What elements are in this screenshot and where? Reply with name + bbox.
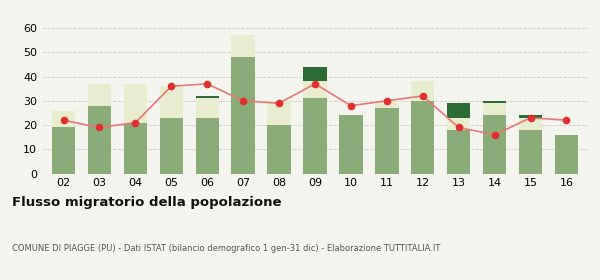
Bar (375, 101, 398, 108)
Bar (483, 101, 506, 103)
Bar (268, 125, 291, 174)
Bar (519, 118, 542, 130)
Bar (196, 118, 219, 174)
Bar (232, 35, 255, 57)
Bar (519, 130, 542, 174)
Bar (160, 86, 183, 118)
Bar (304, 98, 326, 174)
Bar (411, 81, 434, 101)
Bar (555, 135, 578, 174)
Bar (124, 84, 147, 123)
Bar (483, 115, 506, 174)
Bar (304, 67, 326, 81)
Bar (268, 101, 291, 125)
Bar (196, 98, 219, 118)
Bar (411, 101, 434, 174)
Text: Flusso migratorio della popolazione: Flusso migratorio della popolazione (12, 196, 281, 209)
Bar (52, 111, 75, 127)
Bar (447, 130, 470, 174)
Bar (88, 84, 111, 106)
Bar (304, 81, 326, 98)
Bar (519, 115, 542, 118)
Bar (232, 57, 255, 174)
Text: COMUNE DI PIAGGE (PU) - Dati ISTAT (bilancio demografico 1 gen-31 dic) - Elabora: COMUNE DI PIAGGE (PU) - Dati ISTAT (bila… (12, 244, 440, 253)
Bar (375, 108, 398, 174)
Bar (447, 103, 470, 118)
Bar (196, 96, 219, 98)
Bar (52, 127, 75, 174)
Bar (483, 103, 506, 115)
Bar (339, 115, 362, 174)
Bar (447, 118, 470, 130)
Bar (124, 123, 147, 174)
Bar (160, 118, 183, 174)
Bar (88, 106, 111, 174)
